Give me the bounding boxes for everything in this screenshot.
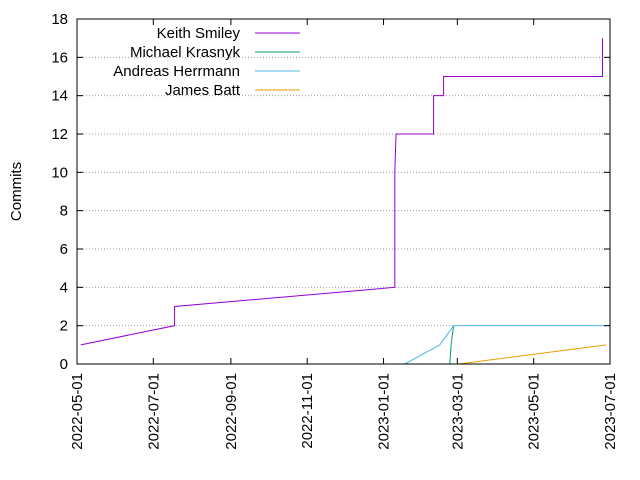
x-tick-label: 2022-07-01 (145, 373, 162, 450)
y-tick-label: 4 (60, 279, 68, 296)
y-axis-ticks: 0 2 4 6 8 10 12 14 16 18 (51, 11, 610, 373)
y-tick-label: 12 (51, 126, 68, 143)
x-tick-label: 2022-11-01 (299, 373, 316, 449)
series-line-3 (458, 344, 607, 365)
x-tick-label: 2023-01-01 (376, 373, 393, 450)
y-tick-label: 6 (60, 241, 68, 258)
y-axis-label: Commits (8, 162, 25, 221)
series-line-2 (404, 325, 607, 365)
plot-frame (76, 18, 611, 365)
series-line-0 (80, 38, 603, 346)
legend-label: Andreas Herrmann (113, 63, 240, 80)
grid (77, 56, 610, 327)
x-tick-label: 2023-07-01 (602, 373, 619, 450)
x-tick-label: 2023-05-01 (526, 373, 543, 450)
x-axis-ticks: 2022-05-01 2022-07-01 2022-09-01 2022-11-01… (69, 19, 619, 450)
legend-label: James Batt (165, 82, 241, 99)
y-tick-label: 18 (51, 11, 68, 28)
y-tick-label: 16 (51, 49, 68, 66)
legend-label: Michael Krasnyk (130, 44, 241, 61)
y-tick-label: 2 (60, 318, 68, 335)
x-tick-label: 2023-03-01 (449, 373, 466, 450)
plot-border (76, 18, 611, 365)
y-tick-label: 10 (51, 164, 68, 181)
series-line-1 (449, 325, 455, 365)
x-tick-label: 2022-09-01 (223, 373, 240, 450)
legend: Keith Smiley Michael Krasnyk Andreas Herrm… (113, 25, 300, 99)
series-lines (80, 38, 607, 365)
y-tick-label: 0 (60, 356, 68, 373)
legend-label: Keith Smiley (157, 25, 241, 42)
y-tick-label: 14 (51, 88, 68, 105)
y-tick-label: 8 (60, 203, 68, 220)
x-tick-label: 2022-05-01 (69, 373, 86, 450)
